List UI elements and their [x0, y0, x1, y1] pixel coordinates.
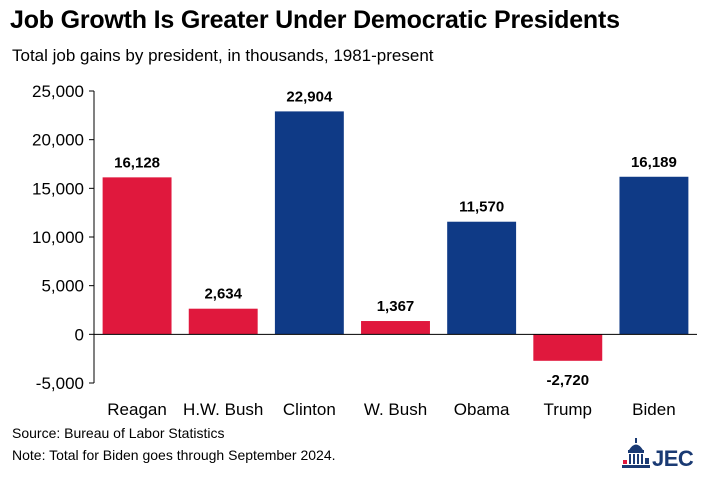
data-label: 2,634	[204, 286, 242, 303]
bar-clinton	[274, 111, 344, 335]
data-label: -2,720	[547, 372, 590, 389]
chart-title: Job Growth Is Greater Under Democratic P…	[10, 6, 620, 34]
data-label: 16,189	[631, 154, 677, 171]
x-tick-label: H.W. Bush	[183, 400, 263, 419]
footnote: Note: Total for Biden goes through Septe…	[12, 447, 336, 463]
bar-obama	[447, 221, 517, 335]
y-tick-label: 15,000	[32, 179, 84, 198]
data-label: 22,904	[286, 88, 333, 105]
x-tick-label: W. Bush	[364, 400, 427, 419]
capitol-icon	[622, 438, 650, 468]
x-tick-label: Trump	[544, 400, 593, 419]
bar-w-bush	[361, 321, 430, 335]
bar-biden	[619, 176, 689, 335]
y-tick-label: 5,000	[41, 277, 84, 296]
source-note: Source: Bureau of Labor Statistics	[12, 425, 225, 441]
data-label: 11,570	[459, 199, 504, 216]
bar-h-w-bush	[188, 308, 258, 335]
bar-reagan	[102, 177, 172, 335]
y-tick-label: 25,000	[32, 82, 84, 101]
y-tick-label: -5,000	[36, 374, 84, 393]
x-tick-label: Biden	[632, 400, 675, 419]
x-tick-label: Obama	[454, 400, 510, 419]
chart-subtitle: Total job gains by president, in thousan…	[12, 46, 434, 65]
jec-logo: JEC	[620, 436, 710, 471]
data-label: 16,128	[114, 154, 160, 171]
y-tick-label: 20,000	[32, 131, 84, 150]
logo-text: JEC	[652, 446, 694, 471]
y-tick-label: 0	[75, 325, 84, 344]
x-tick-label: Reagan	[107, 400, 167, 419]
y-tick-label: 10,000	[32, 228, 84, 247]
bar-trump	[533, 334, 603, 361]
data-label: 1,367	[377, 298, 415, 315]
x-tick-label: Clinton	[283, 400, 336, 419]
